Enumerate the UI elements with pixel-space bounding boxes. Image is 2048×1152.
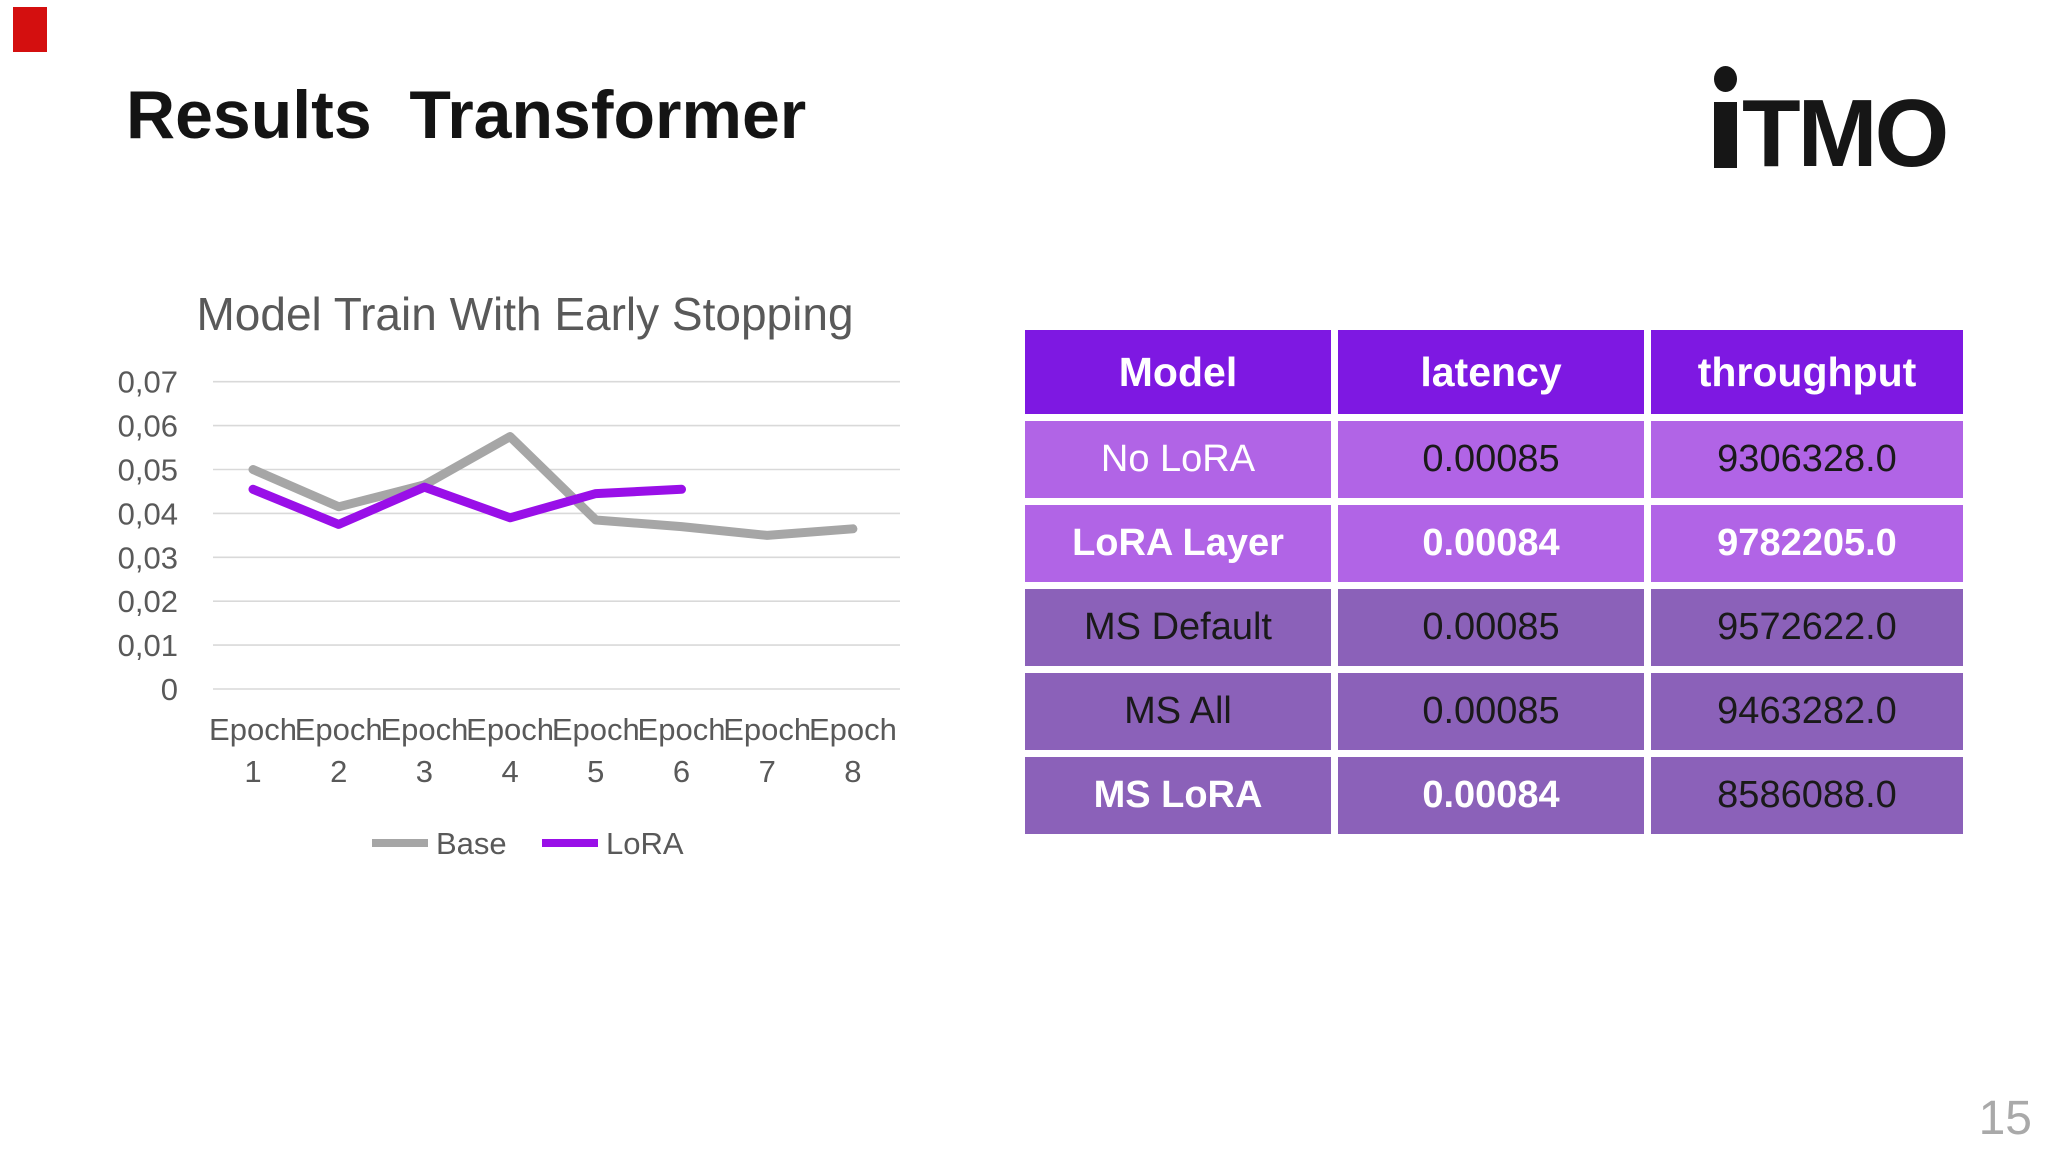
y-tick-label: 0,06 (118, 409, 178, 444)
table-header-cell: latency (1338, 330, 1644, 414)
table-cell: 0.00084 (1338, 757, 1644, 834)
x-tick-label: Epoch (466, 712, 554, 747)
x-tick-label: 1 (244, 754, 261, 789)
chart-title: Model Train With Early Stopping (196, 288, 853, 340)
x-tick-label: 3 (416, 754, 433, 789)
table-cell: LoRA Layer (1025, 505, 1331, 582)
table-header-cell: Model (1025, 330, 1331, 414)
x-tick-label: Epoch (809, 712, 897, 747)
table-cell: MS LoRA (1025, 757, 1331, 834)
y-tick-label: 0,07 (118, 365, 178, 400)
legend-label: Base (436, 826, 507, 861)
table-cell: 9463282.0 (1651, 673, 1963, 750)
x-tick-label: 4 (501, 754, 518, 789)
legend-label: LoRA (606, 826, 684, 861)
table-cell: 9572622.0 (1651, 589, 1963, 666)
x-tick-label: Epoch (552, 712, 640, 747)
itmo-logo: TMO (1712, 62, 1992, 182)
y-tick-label: 0,04 (118, 496, 178, 531)
y-tick-label: 0,01 (118, 628, 178, 663)
table-cell: 9306328.0 (1651, 421, 1963, 498)
x-tick-label: 7 (759, 754, 776, 789)
table-cell: MS Default (1025, 589, 1331, 666)
table-cell: No LoRA (1025, 421, 1331, 498)
x-tick-label: 6 (673, 754, 690, 789)
x-tick-label: 8 (844, 754, 861, 789)
table-cell: 0.00085 (1338, 421, 1644, 498)
y-tick-label: 0,02 (118, 584, 178, 619)
x-tick-label: 2 (330, 754, 347, 789)
table-cell: 0.00084 (1338, 505, 1644, 582)
table-cell: 0.00085 (1338, 589, 1644, 666)
series-base (248, 432, 858, 540)
page-title: Results Transformer (126, 77, 807, 153)
page-number: 15 (1978, 1092, 2032, 1145)
logo-i-dot (1714, 66, 1737, 92)
y-tick-label: 0,03 (118, 540, 178, 575)
results-table: Model latency throughput No LoRA 0.00085 9306… (1025, 330, 1963, 834)
x-tick-label: Epoch (638, 712, 726, 747)
series-lora (248, 482, 686, 529)
x-tick-label: 5 (587, 754, 604, 789)
x-tick-label: Epoch (723, 712, 811, 747)
table-cell: MS All (1025, 673, 1331, 750)
table-cell: 0.00085 (1338, 673, 1644, 750)
y-tick-label: 0 (161, 672, 178, 707)
logo-i-stem (1714, 102, 1737, 168)
x-tick-label: Epoch (209, 712, 297, 747)
table-header-cell: throughput (1651, 330, 1963, 414)
table-cell: 9782205.0 (1651, 505, 1963, 582)
x-tick-label: Epoch (380, 712, 468, 747)
table-cell: 8586088.0 (1651, 757, 1963, 834)
y-tick-label: 0,05 (118, 453, 178, 488)
red-marker (13, 7, 47, 52)
x-tick-label: Epoch (295, 712, 383, 747)
logo-letters: TMO (1742, 80, 1949, 187)
